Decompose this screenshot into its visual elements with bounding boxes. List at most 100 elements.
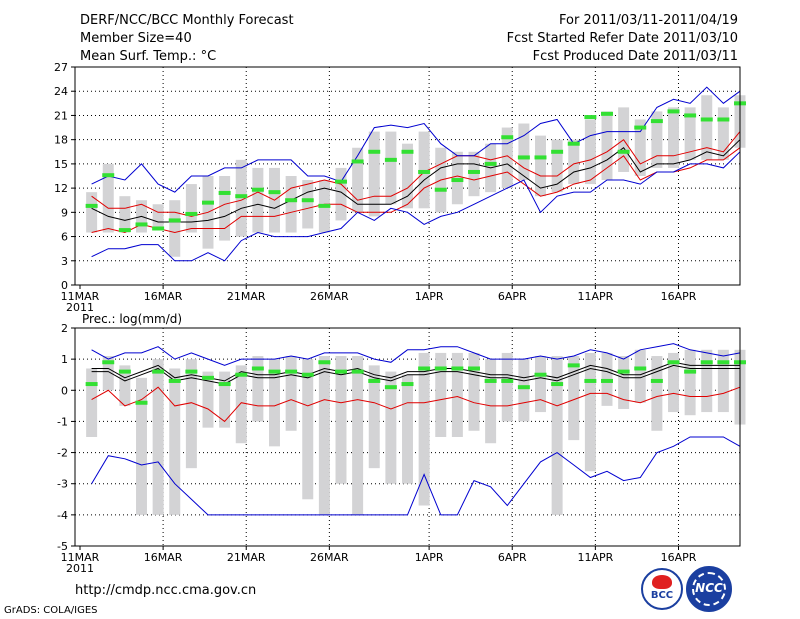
member-marker bbox=[434, 187, 447, 192]
plot-frame bbox=[74, 327, 741, 547]
series-line-median bbox=[91, 139, 741, 223]
spread-box bbox=[584, 119, 596, 185]
series-line-red-lower bbox=[91, 386, 741, 423]
spread-box bbox=[535, 135, 546, 197]
member-marker bbox=[135, 400, 148, 405]
spread-box bbox=[86, 368, 98, 437]
member-marker bbox=[285, 198, 298, 203]
member-marker bbox=[168, 218, 181, 223]
variable-label: Mean Surf. Temp.: °C bbox=[80, 49, 217, 64]
spread-box bbox=[219, 371, 231, 428]
footer-url[interactable]: http://cmdp.ncc.cma.gov.cn bbox=[75, 583, 257, 598]
member-marker bbox=[185, 211, 198, 216]
x-tick-label: 16APR bbox=[661, 290, 697, 303]
member-marker bbox=[384, 157, 397, 162]
x-year-label: 2011 bbox=[66, 301, 94, 314]
ncc-logo: NCC bbox=[686, 566, 732, 612]
spread-box bbox=[269, 359, 280, 447]
bcc-logo: BCC bbox=[641, 568, 683, 610]
x-tick-label: 26MAR bbox=[310, 290, 349, 303]
precipitation-chart: -5 -4 -3 -2 -1 0 1 2 11MAR 16MAR 21MAR 26MAR 1APR 6AP… bbox=[57, 322, 746, 575]
spread-box bbox=[235, 159, 247, 237]
spread-box bbox=[152, 359, 164, 515]
spread-box bbox=[385, 371, 397, 484]
spread-box bbox=[618, 356, 630, 409]
spread-box bbox=[119, 365, 131, 406]
member-marker bbox=[268, 369, 281, 374]
x-tick-label: 6APR bbox=[498, 551, 527, 564]
spread-box bbox=[368, 365, 380, 469]
x-tick-label: 21MAR bbox=[227, 551, 266, 564]
member-marker bbox=[152, 369, 165, 374]
member-marker bbox=[484, 378, 497, 383]
member-marker bbox=[285, 369, 298, 374]
series-line-blue-upper bbox=[91, 86, 741, 193]
member-marker bbox=[551, 382, 564, 387]
y-tick-label: 18 bbox=[54, 134, 68, 147]
member-marker bbox=[667, 360, 680, 365]
member-marker bbox=[451, 366, 464, 371]
x-tick-label: 6APR bbox=[498, 290, 527, 303]
spread-box bbox=[418, 352, 430, 506]
x-tick-label: 11APR bbox=[577, 551, 613, 564]
spread-box bbox=[584, 352, 596, 472]
member-marker bbox=[102, 173, 115, 178]
spread-box bbox=[102, 356, 114, 391]
spread-box bbox=[102, 163, 114, 233]
spread-box bbox=[485, 359, 497, 444]
spread-box bbox=[601, 111, 613, 181]
member-size: Member Size=40 bbox=[80, 31, 192, 46]
x-tick-label: 16MAR bbox=[144, 551, 183, 564]
spread-box bbox=[518, 359, 530, 422]
member-marker bbox=[368, 149, 381, 154]
member-marker bbox=[168, 378, 181, 383]
spread-box bbox=[302, 180, 314, 229]
spread-box bbox=[252, 167, 264, 233]
member-marker bbox=[601, 378, 613, 383]
spread-box bbox=[551, 139, 563, 193]
member-marker bbox=[135, 222, 148, 227]
member-marker bbox=[235, 194, 248, 199]
temperature-chart: 0 3 6 9 12 15 18 21 24 27 11MAR 16MAR 21MAR 26MAR 1APR… bbox=[54, 61, 746, 314]
y-tick-label: 6 bbox=[61, 231, 68, 244]
member-marker bbox=[617, 149, 630, 154]
plot-frame bbox=[74, 66, 741, 286]
spread-box bbox=[252, 356, 264, 422]
spread-box bbox=[651, 111, 663, 168]
member-marker bbox=[667, 109, 680, 114]
spread-box bbox=[468, 352, 480, 431]
y-tick-label: 15 bbox=[54, 158, 68, 171]
spread-box bbox=[185, 184, 197, 233]
member-marker bbox=[418, 366, 431, 371]
member-marker bbox=[351, 159, 364, 164]
spread-box bbox=[368, 131, 380, 217]
spread-box bbox=[684, 349, 696, 416]
member-marker bbox=[401, 382, 414, 387]
y-tick-label: 21 bbox=[54, 109, 68, 122]
series-line-red-upper bbox=[91, 131, 741, 217]
spread-box bbox=[518, 123, 530, 181]
ncc-logo-text: NCC bbox=[695, 581, 723, 595]
spread-box bbox=[402, 143, 413, 209]
member-marker bbox=[451, 178, 464, 183]
member-marker bbox=[717, 117, 730, 122]
member-marker bbox=[700, 360, 713, 365]
x-tick-label: 11MAR bbox=[61, 551, 100, 564]
member-marker bbox=[218, 382, 231, 387]
spread-box bbox=[335, 356, 347, 484]
spread-box bbox=[235, 365, 247, 444]
y-tick-label: 1 bbox=[61, 353, 68, 366]
member-marker bbox=[551, 149, 564, 154]
forecast-period: For 2011/03/11-2011/04/19 bbox=[559, 13, 738, 28]
member-marker bbox=[584, 378, 597, 383]
member-marker bbox=[567, 141, 580, 146]
series-line-black-inner bbox=[91, 361, 740, 382]
spread-box bbox=[568, 356, 580, 441]
spread-box bbox=[435, 352, 447, 437]
spread-box bbox=[651, 356, 663, 431]
spread-box bbox=[501, 127, 513, 189]
spread-box bbox=[468, 151, 480, 197]
spread-box bbox=[136, 377, 147, 515]
spread-box bbox=[717, 107, 729, 160]
produced-date: Fcst Produced Date 2011/03/11 bbox=[532, 49, 738, 64]
